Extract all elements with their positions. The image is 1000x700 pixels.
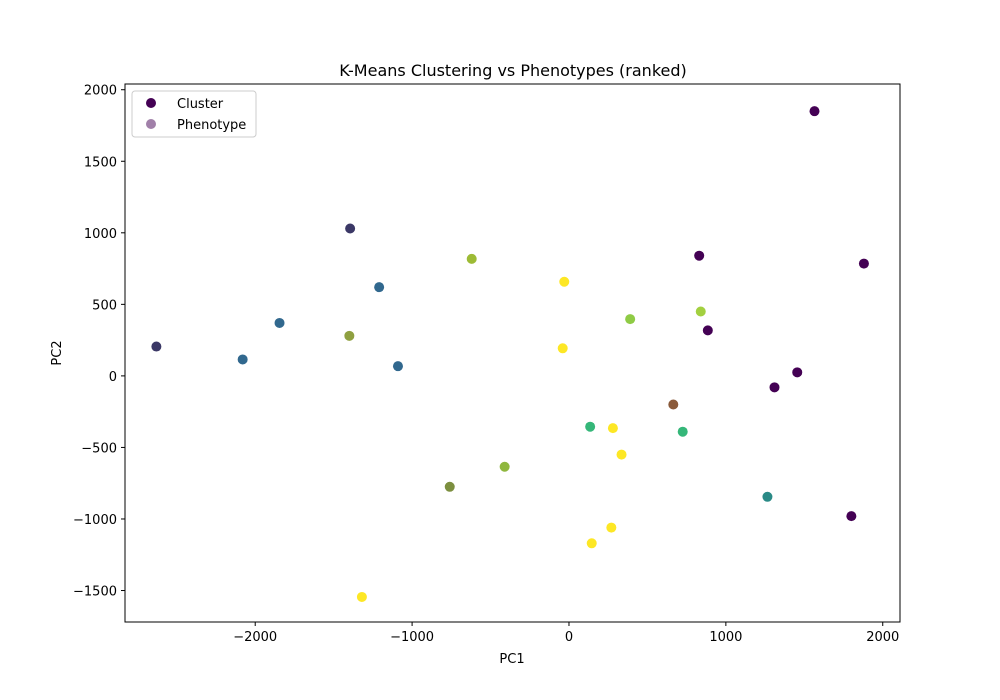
data-point	[444, 481, 455, 492]
data-point	[151, 341, 162, 352]
y-tick-label: 1500	[84, 155, 117, 170]
y-axis-title: PC2	[50, 340, 65, 365]
data-point	[846, 511, 857, 522]
x-tick-label: 1000	[709, 630, 742, 645]
data-point	[345, 223, 356, 234]
data-point	[607, 423, 618, 434]
y-tick-label: −500	[81, 441, 117, 456]
x-tick-label: 0	[565, 630, 573, 645]
y-tick-label: 500	[92, 298, 117, 313]
data-point	[374, 282, 385, 293]
data-point	[769, 382, 780, 393]
x-tick-label: 2000	[866, 630, 899, 645]
data-point	[237, 354, 248, 365]
legend-marker-cluster	[146, 98, 156, 108]
data-point	[559, 276, 570, 287]
data-point	[694, 250, 705, 261]
legend-marker-phenotype	[146, 119, 156, 129]
y-axis: −1500 −1000 −500 0 500 1000 1500 2000	[73, 84, 125, 600]
chart-title: K-Means Clustering vs Phenotypes (ranked…	[339, 61, 687, 80]
x-tick-label: −1000	[390, 630, 434, 645]
y-tick-label: −1000	[73, 513, 117, 528]
data-point	[344, 330, 355, 341]
data-point	[557, 343, 568, 354]
y-tick-label: 1000	[84, 227, 117, 242]
data-point	[625, 314, 636, 325]
y-tick-label: 0	[109, 370, 117, 385]
data-point	[695, 306, 706, 317]
data-point	[274, 317, 285, 328]
legend-box	[131, 90, 257, 138]
data-point	[702, 325, 713, 336]
data-point	[606, 522, 617, 533]
plot-area-frame	[124, 83, 901, 623]
data-point	[392, 361, 403, 372]
x-axis-title: PC1	[499, 652, 524, 667]
data-point	[616, 449, 627, 460]
data-point	[499, 461, 510, 472]
data-point	[586, 538, 597, 549]
legend-label-phenotype: Phenotype	[177, 118, 246, 133]
data-point	[858, 258, 869, 269]
data-point	[762, 491, 773, 502]
data-point	[585, 421, 596, 432]
x-axis: −2000 −1000 0 1000 2000	[233, 622, 899, 645]
data-point	[466, 253, 477, 264]
data-point	[356, 591, 367, 602]
legend: Cluster Phenotype	[131, 90, 257, 138]
legend-label-cluster: Cluster	[177, 97, 224, 112]
points-layer	[151, 106, 869, 602]
data-point	[668, 399, 679, 410]
data-point	[677, 426, 688, 437]
x-tick-label: −2000	[233, 630, 277, 645]
y-tick-label: 2000	[84, 84, 117, 99]
y-tick-label: −1500	[73, 585, 117, 600]
data-point	[809, 106, 820, 117]
data-point	[792, 367, 803, 378]
